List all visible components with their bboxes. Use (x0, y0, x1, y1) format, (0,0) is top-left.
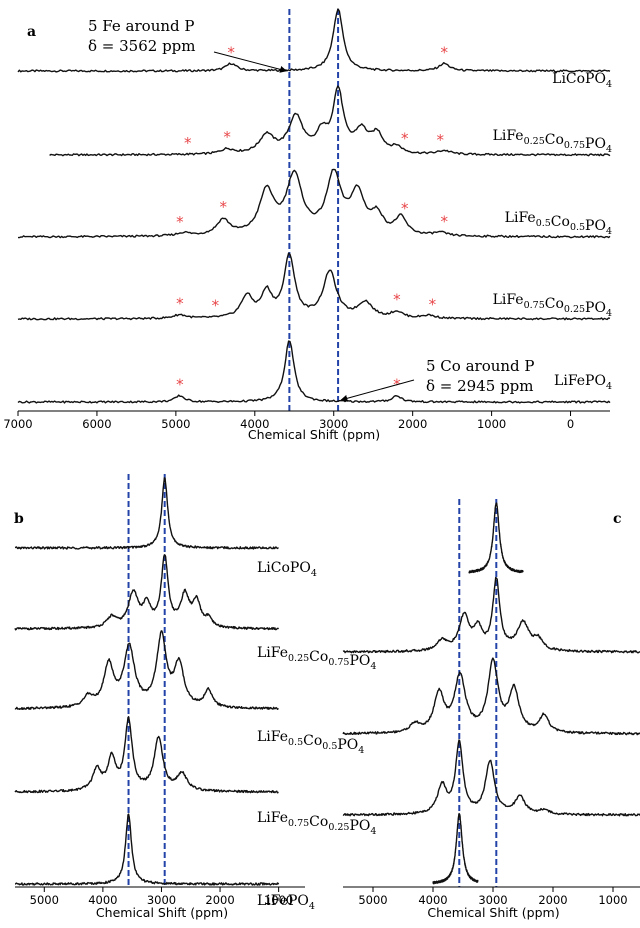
series-label: LiFe0.5Co0.5PO4 (505, 210, 612, 237)
sideband-star: * (223, 128, 231, 146)
panel-label-a: a (27, 24, 36, 40)
sideband-star: * (437, 131, 445, 149)
series-label: LiFe0.75Co0.25PO4 (257, 810, 376, 837)
x-axis-label: Chemical Shift (ppm) (248, 427, 380, 442)
panel-label-b: b (14, 511, 24, 527)
x-tick-label: 6000 (82, 417, 111, 431)
x-tick-label: 3000 (319, 417, 348, 431)
trace-c-LiFe0.75Co0.25PO4 (342, 739, 640, 817)
sideband-star: * (401, 200, 409, 218)
trace-c-LiCoPO4 (468, 502, 524, 574)
annotation-arrow-co (340, 379, 415, 402)
series-label: LiCoPO4 (552, 71, 612, 90)
panel-label-c: c (613, 511, 622, 527)
sideband-star: * (219, 198, 227, 216)
x-tick-label: 0 (567, 417, 574, 431)
panel-a: a * * LiCoPO4 * * * * LiFe0.25Co0.75PO4 * * * * LiFe0… (3, 8, 612, 442)
sideband-star: * (440, 213, 448, 231)
series-label: LiFePO4 (257, 893, 315, 912)
trace-a-LiCoPO4 (17, 8, 611, 73)
trace-a-LiFePO4 (17, 340, 611, 404)
series-label: LiCoPO4 (257, 560, 317, 579)
sideband-star: * (176, 376, 184, 394)
sideband-star: * (401, 130, 409, 148)
trace-b-LiFe0.25Co0.75PO4 (14, 554, 280, 631)
sideband-star: * (176, 213, 184, 231)
series-label: LiFe0.5Co0.5PO4 (257, 729, 364, 756)
trace-b-LiFe0.5Co0.5PO4 (14, 630, 279, 710)
x-tick-label: 2000 (398, 417, 427, 431)
trace-c-LiFe0.5Co0.5PO4 (342, 657, 640, 736)
sideband-star: * (429, 296, 437, 314)
x-tick-label: 1000 (264, 893, 293, 907)
sideband-star: * (212, 297, 220, 315)
panel-b: b LiCoPO4 LiFe0.25Co0.75PO4 LiFe0.5Co0.5PO4… (14, 474, 376, 920)
x-axis-label: Chemical Shift (ppm) (427, 905, 559, 920)
panel-c: c 5000 4000 3000 2000 1000 Chemical Shift (ppm… (342, 499, 640, 920)
x-tick-label: 4000 (88, 893, 117, 907)
x-tick-label: 2000 (538, 893, 567, 907)
x-tick-label: 1000 (598, 893, 627, 907)
series-label: LiFePO4 (554, 373, 612, 392)
trace-a-LiFe0.5Co0.5PO4 (18, 168, 611, 239)
x-tick-label: 4000 (418, 893, 447, 907)
trace-b-LiFe0.75Co0.25PO4 (14, 716, 279, 794)
sideband-star: * (393, 291, 401, 309)
trace-a-LiFe0.75Co0.25PO4 (17, 252, 611, 321)
sideband-star: * (184, 134, 192, 152)
trace-b-LiCoPO4 (14, 477, 279, 550)
sideband-star: * (176, 295, 184, 313)
sideband-star: * (440, 43, 448, 61)
x-tick-label: 4000 (240, 417, 269, 431)
x-tick-label: 5000 (161, 417, 190, 431)
x-tick-label: 3000 (147, 893, 176, 907)
x-tick-label: 7000 (3, 417, 32, 431)
x-tick-label: 5000 (358, 893, 387, 907)
trace-b-LiFePO4 (14, 813, 280, 886)
series-label: LiFe0.75Co0.25PO4 (493, 292, 612, 319)
series-label: LiFe0.25Co0.75PO4 (257, 645, 376, 672)
x-axis-label: Chemical Shift (ppm) (96, 905, 228, 920)
series-label: LiFe0.25Co0.75PO4 (493, 128, 612, 155)
x-tick-label: 1000 (477, 417, 506, 431)
trace-a-LiFe0.25Co0.75PO4 (49, 85, 611, 157)
sideband-star: * (227, 43, 235, 61)
x-tick-label: 5000 (30, 893, 59, 907)
trace-c-LiFePO4 (432, 812, 479, 885)
annotation-arrow-fe (213, 51, 288, 73)
trace-c-LiFe0.25Co0.75PO4 (342, 576, 640, 654)
x-tick-label: 3000 (478, 893, 507, 907)
x-tick-label: 2000 (205, 893, 234, 907)
